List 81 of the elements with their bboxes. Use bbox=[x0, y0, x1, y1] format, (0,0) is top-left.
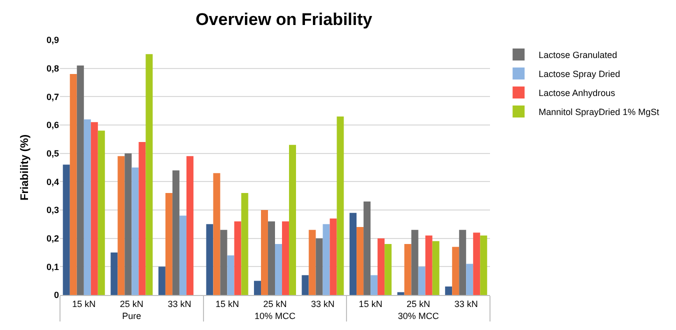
bar bbox=[302, 275, 309, 295]
bar bbox=[98, 130, 105, 295]
bar bbox=[206, 224, 214, 295]
bar bbox=[356, 227, 364, 295]
bar bbox=[473, 232, 480, 295]
y-tick-label: 0,1 bbox=[46, 262, 59, 272]
bar bbox=[118, 156, 125, 295]
y-tick-label: 0,4 bbox=[46, 176, 59, 187]
bar bbox=[370, 275, 378, 295]
bar bbox=[213, 173, 220, 295]
bar bbox=[418, 266, 426, 295]
bar bbox=[76, 66, 84, 295]
bar bbox=[350, 212, 357, 295]
bar bbox=[378, 238, 385, 295]
bar bbox=[138, 142, 146, 295]
bar bbox=[268, 221, 275, 295]
bar bbox=[452, 246, 460, 295]
y-tick-label: 0,8 bbox=[46, 63, 59, 74]
x-tick-label: 15 kN bbox=[215, 298, 239, 309]
x-tick-label: 25 kN bbox=[120, 298, 144, 309]
y-axis-title: Friability (%) bbox=[19, 134, 32, 201]
bar bbox=[384, 244, 392, 295]
bar bbox=[254, 280, 261, 295]
bar bbox=[260, 210, 268, 295]
bar bbox=[432, 241, 440, 295]
x-tick-label: 15 kN bbox=[72, 298, 96, 309]
text: 30% MCC bbox=[398, 310, 440, 321]
bar bbox=[62, 164, 70, 295]
y-tick-label: 0,7 bbox=[46, 92, 59, 102]
chart-title: Overview on Friability bbox=[196, 10, 373, 30]
bar bbox=[241, 193, 248, 295]
bar bbox=[282, 221, 290, 295]
bar bbox=[234, 221, 242, 295]
bar bbox=[90, 122, 98, 295]
legend-label: Lactose Anhydrous bbox=[538, 88, 616, 98]
bar bbox=[132, 168, 139, 295]
bar bbox=[425, 236, 432, 295]
x-tick-label: 33 kN bbox=[311, 298, 335, 309]
x-tick-label: 15 kN bbox=[358, 298, 382, 309]
bar bbox=[330, 218, 337, 295]
bar bbox=[289, 144, 296, 295]
bar bbox=[227, 255, 234, 295]
bar bbox=[364, 202, 371, 295]
x-tick-label: 25 kN bbox=[406, 298, 430, 309]
x-tick-label: 33 kN bbox=[168, 298, 192, 309]
x-tick-label: 25 kN bbox=[263, 298, 287, 309]
bar bbox=[146, 54, 153, 295]
bar bbox=[186, 156, 194, 295]
bar bbox=[220, 230, 228, 295]
bar bbox=[84, 119, 91, 295]
bar bbox=[336, 116, 344, 295]
x-tick-label: 33 kN bbox=[454, 298, 478, 309]
legend-label: Mannitol SprayDried 1% MgSt bbox=[538, 107, 660, 118]
legend-label: Lactose Granulated bbox=[538, 50, 618, 60]
text: Pure bbox=[122, 310, 142, 321]
bar bbox=[445, 286, 452, 295]
text: 10% MCC bbox=[254, 310, 296, 321]
y-tick-label: 0,9 bbox=[46, 35, 59, 46]
y-tick-label: 0,3 bbox=[46, 205, 59, 216]
bar bbox=[411, 230, 418, 295]
bar bbox=[172, 170, 180, 295]
bar bbox=[165, 193, 172, 295]
bar bbox=[124, 153, 132, 295]
bar bbox=[179, 216, 186, 295]
bar bbox=[466, 264, 474, 295]
bar bbox=[275, 244, 282, 295]
bar bbox=[322, 224, 330, 295]
y-tick-label: 0,5 bbox=[46, 148, 59, 158]
y-tick-label: 0 bbox=[54, 290, 59, 300]
bar bbox=[404, 244, 412, 295]
bar bbox=[308, 230, 316, 295]
bar bbox=[316, 238, 323, 295]
bar bbox=[70, 74, 77, 295]
bar bbox=[110, 252, 118, 295]
bar bbox=[158, 266, 166, 295]
bar bbox=[480, 236, 488, 295]
bar bbox=[397, 292, 404, 295]
bar bbox=[459, 230, 466, 295]
y-tick-label: 0,6 bbox=[46, 120, 59, 130]
y-tick-label: 0,2 bbox=[46, 233, 59, 244]
legend-label: Lactose Spray Dried bbox=[538, 69, 620, 80]
